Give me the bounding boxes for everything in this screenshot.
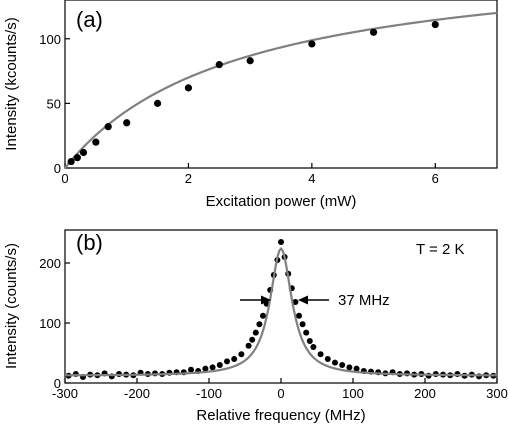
panel-b-x-tick-label: 300 (486, 386, 508, 401)
right-arrow-head (298, 295, 308, 305)
panel-b-data-point (245, 342, 252, 349)
panel-b-x-tick-label: 0 (277, 386, 284, 401)
panel-b-data-point (216, 362, 223, 368)
panel-b-y-tick-label: 0 (54, 376, 61, 391)
panel-a-data-point (73, 154, 81, 162)
panel-b-data-point (306, 338, 313, 344)
panel-a-fit-curve (64, 11, 498, 169)
panel-b-data-point (299, 321, 306, 328)
panel-a-y-tick-label: 50 (47, 96, 61, 111)
panel-b-data-point (238, 351, 245, 358)
panel-b-data-point (188, 366, 194, 373)
panel-a-data-point (431, 20, 439, 29)
panel-b-fit-curve (64, 246, 498, 377)
panel-a-data-point (123, 119, 131, 127)
panel-b-points (65, 239, 497, 380)
panel-b-data-point (324, 356, 331, 362)
panel-a-x-tick-label: 0 (61, 171, 68, 186)
panel-b-data-point (209, 364, 216, 371)
panel-a-plot-frame (64, 0, 498, 169)
panel-a-fit (64, 11, 498, 169)
panel-b-x-tick-label: 200 (414, 386, 436, 401)
panel-a-data-point (246, 57, 254, 65)
panel-a-data-point (79, 148, 88, 157)
panel-b-fit (64, 246, 498, 377)
panel-b-data-point (353, 365, 360, 372)
panel-a-data-point (67, 157, 75, 166)
panel-b-y-tick-label: 200 (39, 256, 61, 271)
panel-a-y-tick-label: 0 (54, 161, 61, 176)
panel-a-data-point (92, 138, 100, 146)
left-arrow-head (261, 295, 271, 305)
panel-a-data-point (153, 99, 162, 107)
panel-b-x-tick-label: -100 (196, 386, 222, 401)
panel-b-data-point (224, 358, 230, 365)
linewidth-annotation: 37 MHz (240, 292, 390, 309)
panel-a-y-tick-label: 100 (39, 32, 61, 47)
panel-a-x-tick-label: 2 (185, 171, 192, 186)
panel-b-y-axis-label: Intensity (counts/s) (3, 243, 20, 369)
panel-b-x-axis-label: Relative frequency (MHz) (196, 407, 365, 424)
panel-b-x-tick-label: -200 (124, 386, 150, 401)
panel-b-data-point (260, 312, 266, 319)
panel-b-ticks: -300 -200 -100 0 100 200 300 0 100 200 (39, 256, 508, 401)
panel-a-data-point (369, 28, 378, 36)
panel-a-data-point (184, 84, 193, 92)
temperature-label: T = 2 K (416, 241, 465, 258)
panel-a-ticks: 0 2 4 6 0 50 100 (39, 32, 439, 186)
panel-b-data-point (317, 351, 324, 358)
panel-a-y-axis-label: Intensity (kcounts/s) (3, 17, 20, 150)
panel-b-data-point (296, 312, 302, 319)
panel-a-x-tick-label: 4 (308, 171, 315, 186)
panel-b-x-tick-label: -300 (52, 386, 78, 401)
panel-b-data-point (310, 344, 317, 350)
panel-a-points (67, 20, 439, 166)
panel-b-x-tick-label: 100 (342, 386, 364, 401)
panel-b: -300 -200 -100 0 100 200 300 0 100 200 (b) T = 2 … (3, 229, 508, 424)
panel-a-data-point (104, 123, 112, 131)
panel-b-data-point (256, 321, 263, 328)
panel-a-data-point (308, 40, 316, 48)
panel-a-data-point (215, 61, 223, 69)
panel-b-data-point (332, 359, 338, 366)
panel-b-y-tick-label: 100 (39, 316, 61, 331)
panel-a: 0 2 4 6 0 50 100 (a) Excitation power (mW) Int… (3, 0, 498, 210)
panel-b-data-point (252, 329, 259, 336)
panel-b-data-point (346, 364, 353, 371)
panel-b-label: (b) (76, 230, 103, 255)
panel-a-x-tick-label: 6 (432, 171, 439, 186)
panel-b-data-point (202, 365, 209, 372)
panel-b-data-point (278, 239, 284, 245)
panel-b-data-point (303, 329, 310, 336)
panel-a-label: (a) (76, 7, 103, 32)
panel-b-data-point (231, 356, 238, 362)
panel-b-data-point (339, 362, 346, 368)
panel-b-data-point (249, 336, 256, 343)
panel-b-data-point (292, 299, 299, 305)
linewidth-label: 37 MHz (338, 292, 390, 309)
panel-a-x-axis-label: Excitation power (mW) (206, 193, 357, 210)
